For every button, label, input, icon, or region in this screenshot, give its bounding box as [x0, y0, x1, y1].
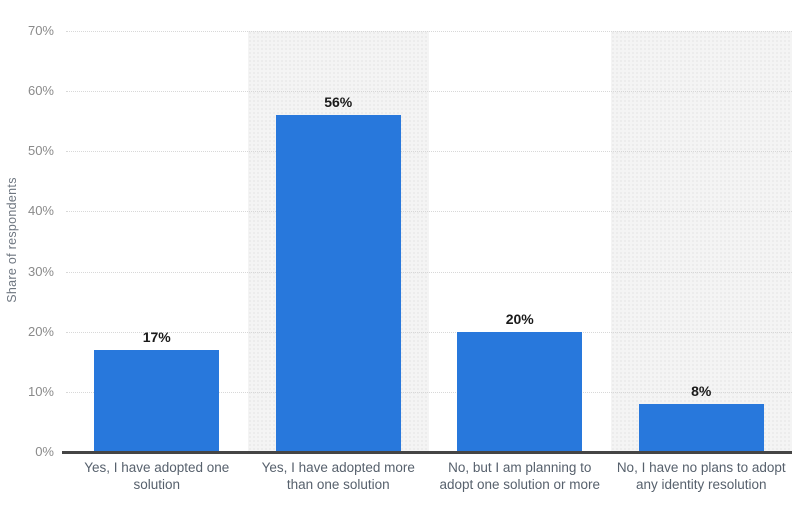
category-label: No, I have no plans to adopt any identit… [616, 460, 786, 492]
gridline [66, 91, 792, 93]
bar-value-label: 8% [691, 382, 712, 399]
gridline [66, 391, 792, 393]
y-tick-label: 70% [27, 23, 54, 38]
y-tick-label: 60% [27, 83, 54, 99]
category-label: No, but I am planning to adopt one solut… [439, 460, 601, 492]
bar[interactable] [457, 331, 583, 452]
y-tick-label: 10% [27, 383, 54, 399]
gridline [66, 151, 792, 153]
category-label: Yes, I have adopted more than one soluti… [261, 460, 415, 492]
bar[interactable] [94, 349, 220, 452]
bar-value-label: 20% [505, 310, 534, 327]
gridline [66, 211, 792, 213]
y-tick-label: 50% [27, 143, 54, 159]
x-axis-line [62, 451, 792, 454]
gridline [66, 271, 792, 273]
category-label: Yes, I have adopted one solution [84, 460, 230, 492]
bar[interactable] [275, 115, 401, 452]
gridline [66, 31, 792, 32]
bar-value-label: 56% [324, 94, 353, 111]
y-tick-label: 40% [27, 203, 54, 219]
y-axis-title: Share of respondents [5, 177, 19, 303]
gridline [66, 331, 792, 333]
bar-value-label: 17% [142, 328, 171, 345]
plot-band [610, 31, 792, 452]
y-tick-label: 20% [27, 323, 54, 339]
y-tick-label: 30% [27, 263, 54, 279]
bar[interactable] [638, 403, 764, 452]
y-tick-label: 0% [35, 444, 54, 459]
